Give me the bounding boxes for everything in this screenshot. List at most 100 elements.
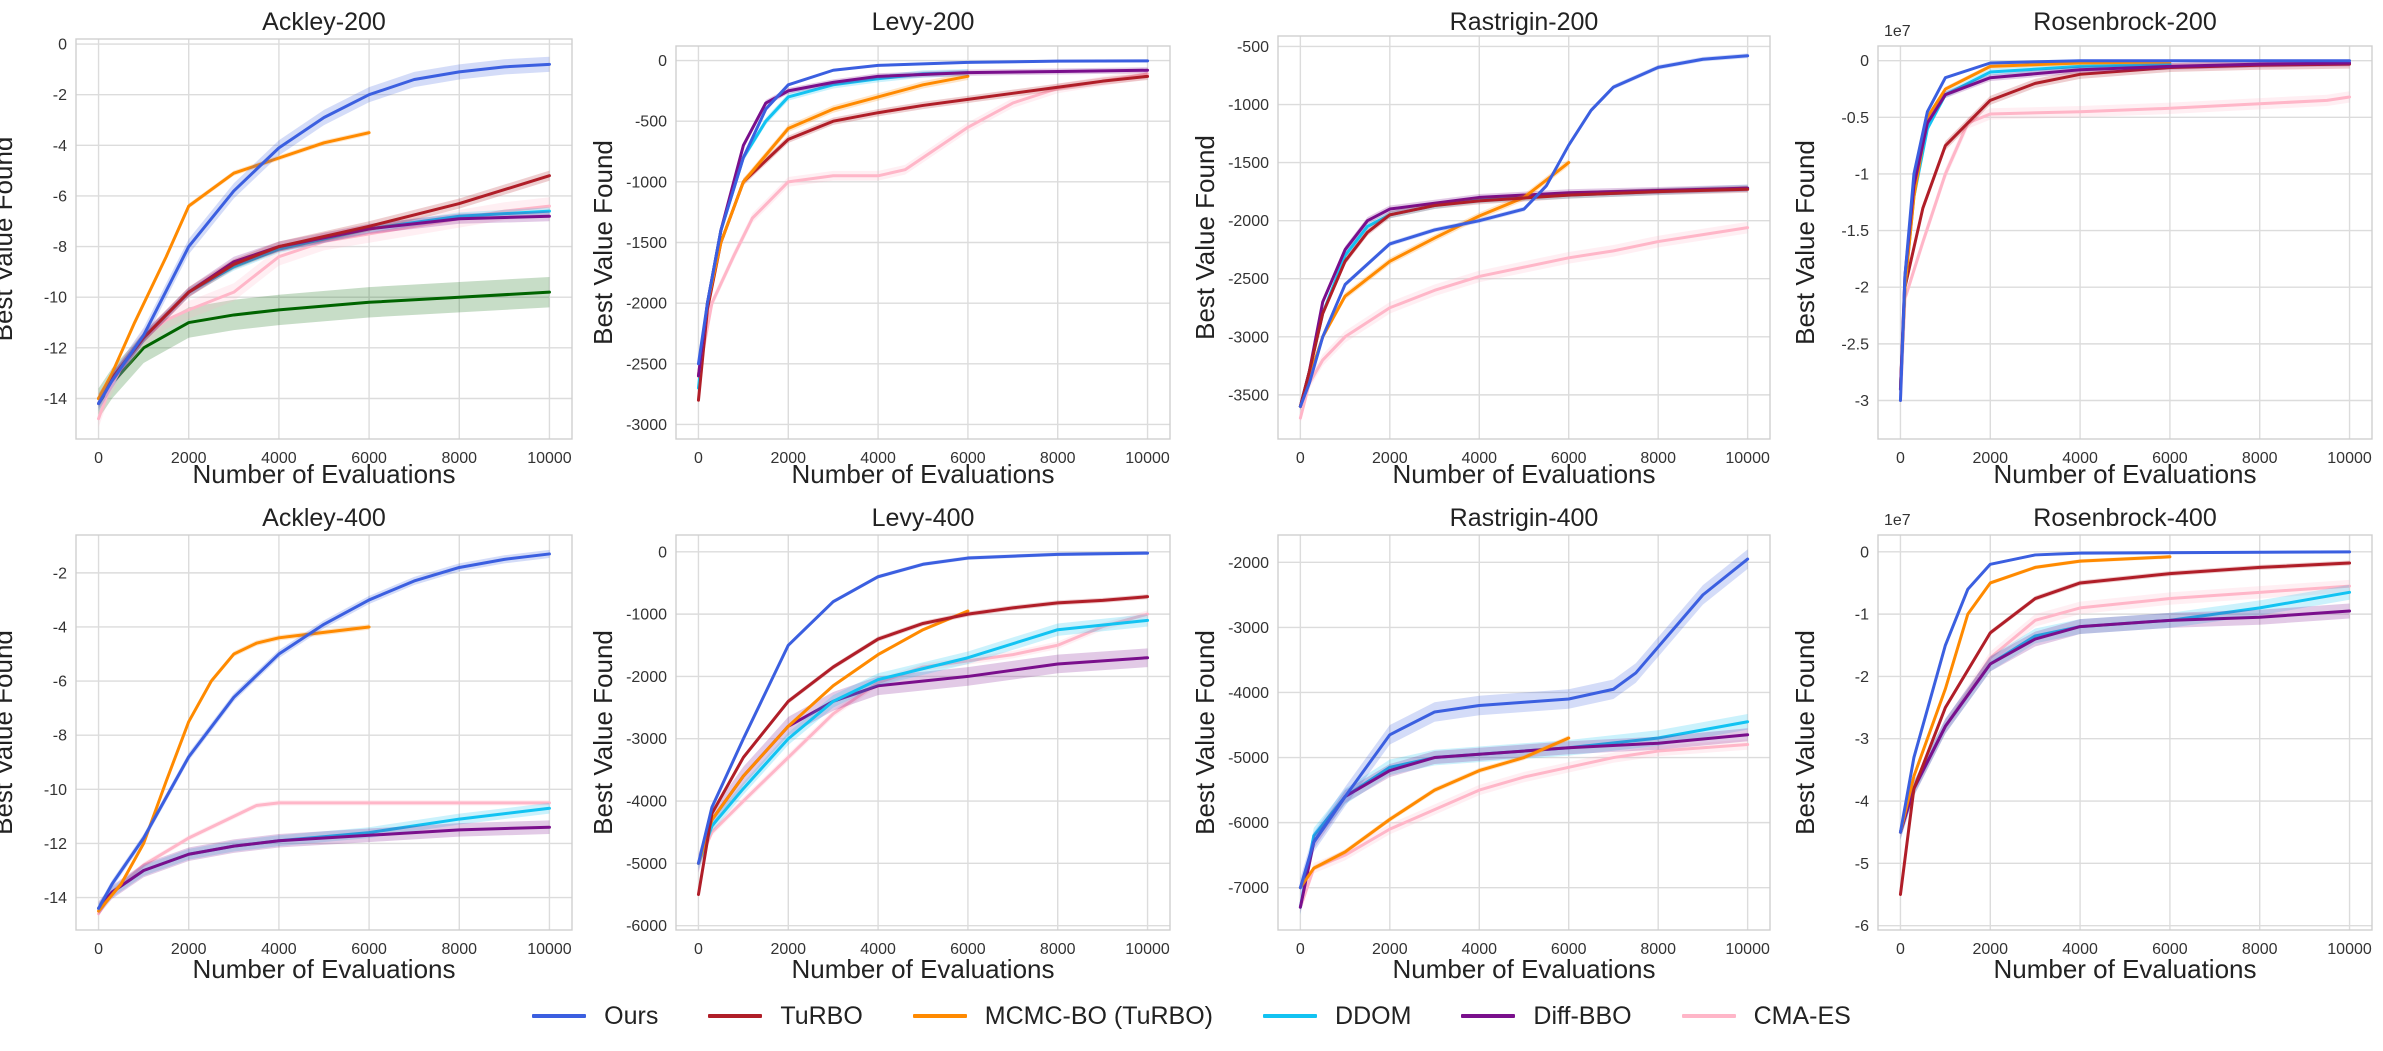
plot-frame — [1877, 534, 2373, 931]
x-tick-label: 2000 — [1972, 450, 2008, 467]
series-line — [1898, 555, 2172, 834]
y-tick-label: -2000 — [1228, 213, 1269, 230]
x-tick-label: 2000 — [770, 941, 806, 958]
x-tick-label: 6000 — [950, 450, 986, 467]
plot-frame — [1277, 35, 1771, 440]
x-tick-label: 0 — [1296, 941, 1305, 958]
x-tick-label: 10000 — [1125, 450, 1170, 467]
series-line — [696, 609, 970, 865]
y-tick-label: -2000 — [1228, 555, 1269, 572]
y-axis-label: Best Value Found — [1190, 630, 1220, 835]
figure-canvas: 0 2000 4000 6000 8000 10000-14-12-10-8-6-4-20… — [0, 8, 2373, 984]
y-tick-label: -5000 — [1228, 750, 1269, 767]
x-tick-label: 8000 — [1040, 450, 1076, 467]
plot-frame — [1877, 45, 2373, 440]
y-tick-label: 0 — [1860, 544, 1869, 561]
y-tick-label: -1.5 — [1841, 223, 1869, 240]
series-line — [1298, 226, 1750, 420]
y-axis-label: Best Value Found — [0, 137, 18, 342]
series-line — [1898, 95, 2352, 402]
x-axis-label: Number of Evaluations — [1392, 954, 1655, 984]
y-scale-label: 1e7 — [1884, 512, 1911, 529]
x-tick-label: 6000 — [351, 941, 387, 958]
series-5 — [1298, 549, 1750, 898]
series-line — [1298, 736, 1571, 890]
chart-title: Ackley-200 — [262, 8, 386, 36]
series-6 — [1298, 53, 1750, 409]
y-tick-label: -8 — [53, 239, 67, 256]
x-tick-label: 2000 — [1372, 941, 1408, 958]
x-tick-label: 0 — [694, 450, 703, 467]
series-5 — [696, 594, 1150, 897]
y-tick-label: 0 — [58, 37, 67, 54]
chart-panel-1: 0 2000 4000 6000 8000 10000 -14 -12 -10 -8 -6 -4 -2 0… — [0, 8, 573, 489]
plot-frame — [675, 45, 1171, 440]
x-axis-label: Number of Evaluations — [1993, 954, 2256, 984]
x-tick-label: 8000 — [1640, 450, 1676, 467]
series-1 — [97, 276, 551, 419]
x-tick-label: 8000 — [1640, 941, 1676, 958]
y-tick-label: -12 — [44, 340, 67, 357]
y-tick-label: -7000 — [1228, 880, 1269, 897]
series-line — [97, 552, 551, 910]
series-line — [696, 618, 1150, 865]
y-tick-label: -3500 — [1228, 387, 1269, 404]
y-tick-label: 0 — [1860, 53, 1869, 70]
legend-label: Diff-BBO — [1533, 1001, 1632, 1030]
legend-item: Ours — [532, 1002, 658, 1031]
legend-item: MCMC-BO (TuRBO) — [912, 1002, 1213, 1031]
x-tick-label: 10000 — [1725, 450, 1770, 467]
x-tick-label: 10000 — [2327, 450, 2372, 467]
plot-frame — [1277, 534, 1771, 931]
chart-panel-7: 0 2000 4000 6000 8000 10000 -7000 -6000 -5000 -40… — [1190, 504, 1771, 984]
x-tick-label: 10000 — [1125, 941, 1170, 958]
y-tick-label: -4 — [53, 138, 67, 155]
x-axis-label: Number of Evaluations — [192, 954, 455, 984]
series-line — [97, 801, 551, 916]
chart-title: Rastrigin-400 — [1450, 504, 1599, 532]
x-tick-label: 2000 — [1972, 941, 2008, 958]
plot-area — [676, 535, 1170, 930]
x-tick-label: 0 — [1296, 450, 1305, 467]
y-tick-label: -3000 — [626, 417, 667, 434]
x-tick-label: 8000 — [441, 941, 477, 958]
series-line — [97, 131, 371, 400]
x-tick-label: 4000 — [860, 450, 896, 467]
chart-panel-5: 0 2000 4000 6000 8000 10000 -14 -12 -10 -8 -6 -4 -2 A… — [0, 504, 573, 984]
series-5 — [1898, 554, 2172, 835]
series-confidence-band — [1300, 221, 1748, 424]
chart-title: Rastrigin-200 — [1450, 8, 1599, 36]
x-tick-label: 6000 — [2152, 450, 2188, 467]
x-tick-label: 0 — [694, 941, 703, 958]
series-line — [97, 62, 551, 406]
x-tick-label: 2000 — [1372, 450, 1408, 467]
y-tick-label: -2 — [53, 565, 67, 582]
chart-title: Rosenbrock-400 — [2033, 504, 2216, 532]
x-tick-label: 4000 — [261, 941, 297, 958]
y-tick-label: -3 — [1855, 731, 1869, 748]
x-axis-label: Number of Evaluations — [791, 954, 1054, 984]
series-line — [696, 72, 1150, 378]
x-tick-label: 2000 — [770, 450, 806, 467]
series-line — [1898, 561, 2352, 896]
x-tick-label: 0 — [1896, 450, 1905, 467]
y-tick-label: -14 — [44, 890, 67, 907]
series-1 — [696, 69, 1150, 381]
x-tick-label: 10000 — [1725, 941, 1770, 958]
y-tick-label: -2.5 — [1841, 336, 1869, 353]
series-7 — [97, 56, 551, 412]
series-confidence-band — [98, 170, 550, 404]
y-axis-label: Best Value Found — [1790, 630, 1820, 835]
y-axis-label: Best Value Found — [1190, 135, 1220, 340]
x-axis-label: Number of Evaluations — [791, 459, 1054, 489]
y-tick-label: -4000 — [1228, 685, 1269, 702]
y-tick-label: -6 — [53, 188, 67, 205]
legend-swatch — [1461, 1014, 1516, 1018]
x-tick-label: 0 — [94, 941, 103, 958]
series-4 — [696, 609, 970, 866]
series-6 — [1898, 550, 2352, 834]
x-tick-label: 4000 — [1461, 450, 1497, 467]
x-tick-label: 4000 — [860, 941, 896, 958]
legend: Ours TuRBO MCMC-BO (TuRBO) DDOM Diff-BBO CMA-… — [0, 994, 2383, 1038]
series-confidence-band — [98, 276, 550, 419]
